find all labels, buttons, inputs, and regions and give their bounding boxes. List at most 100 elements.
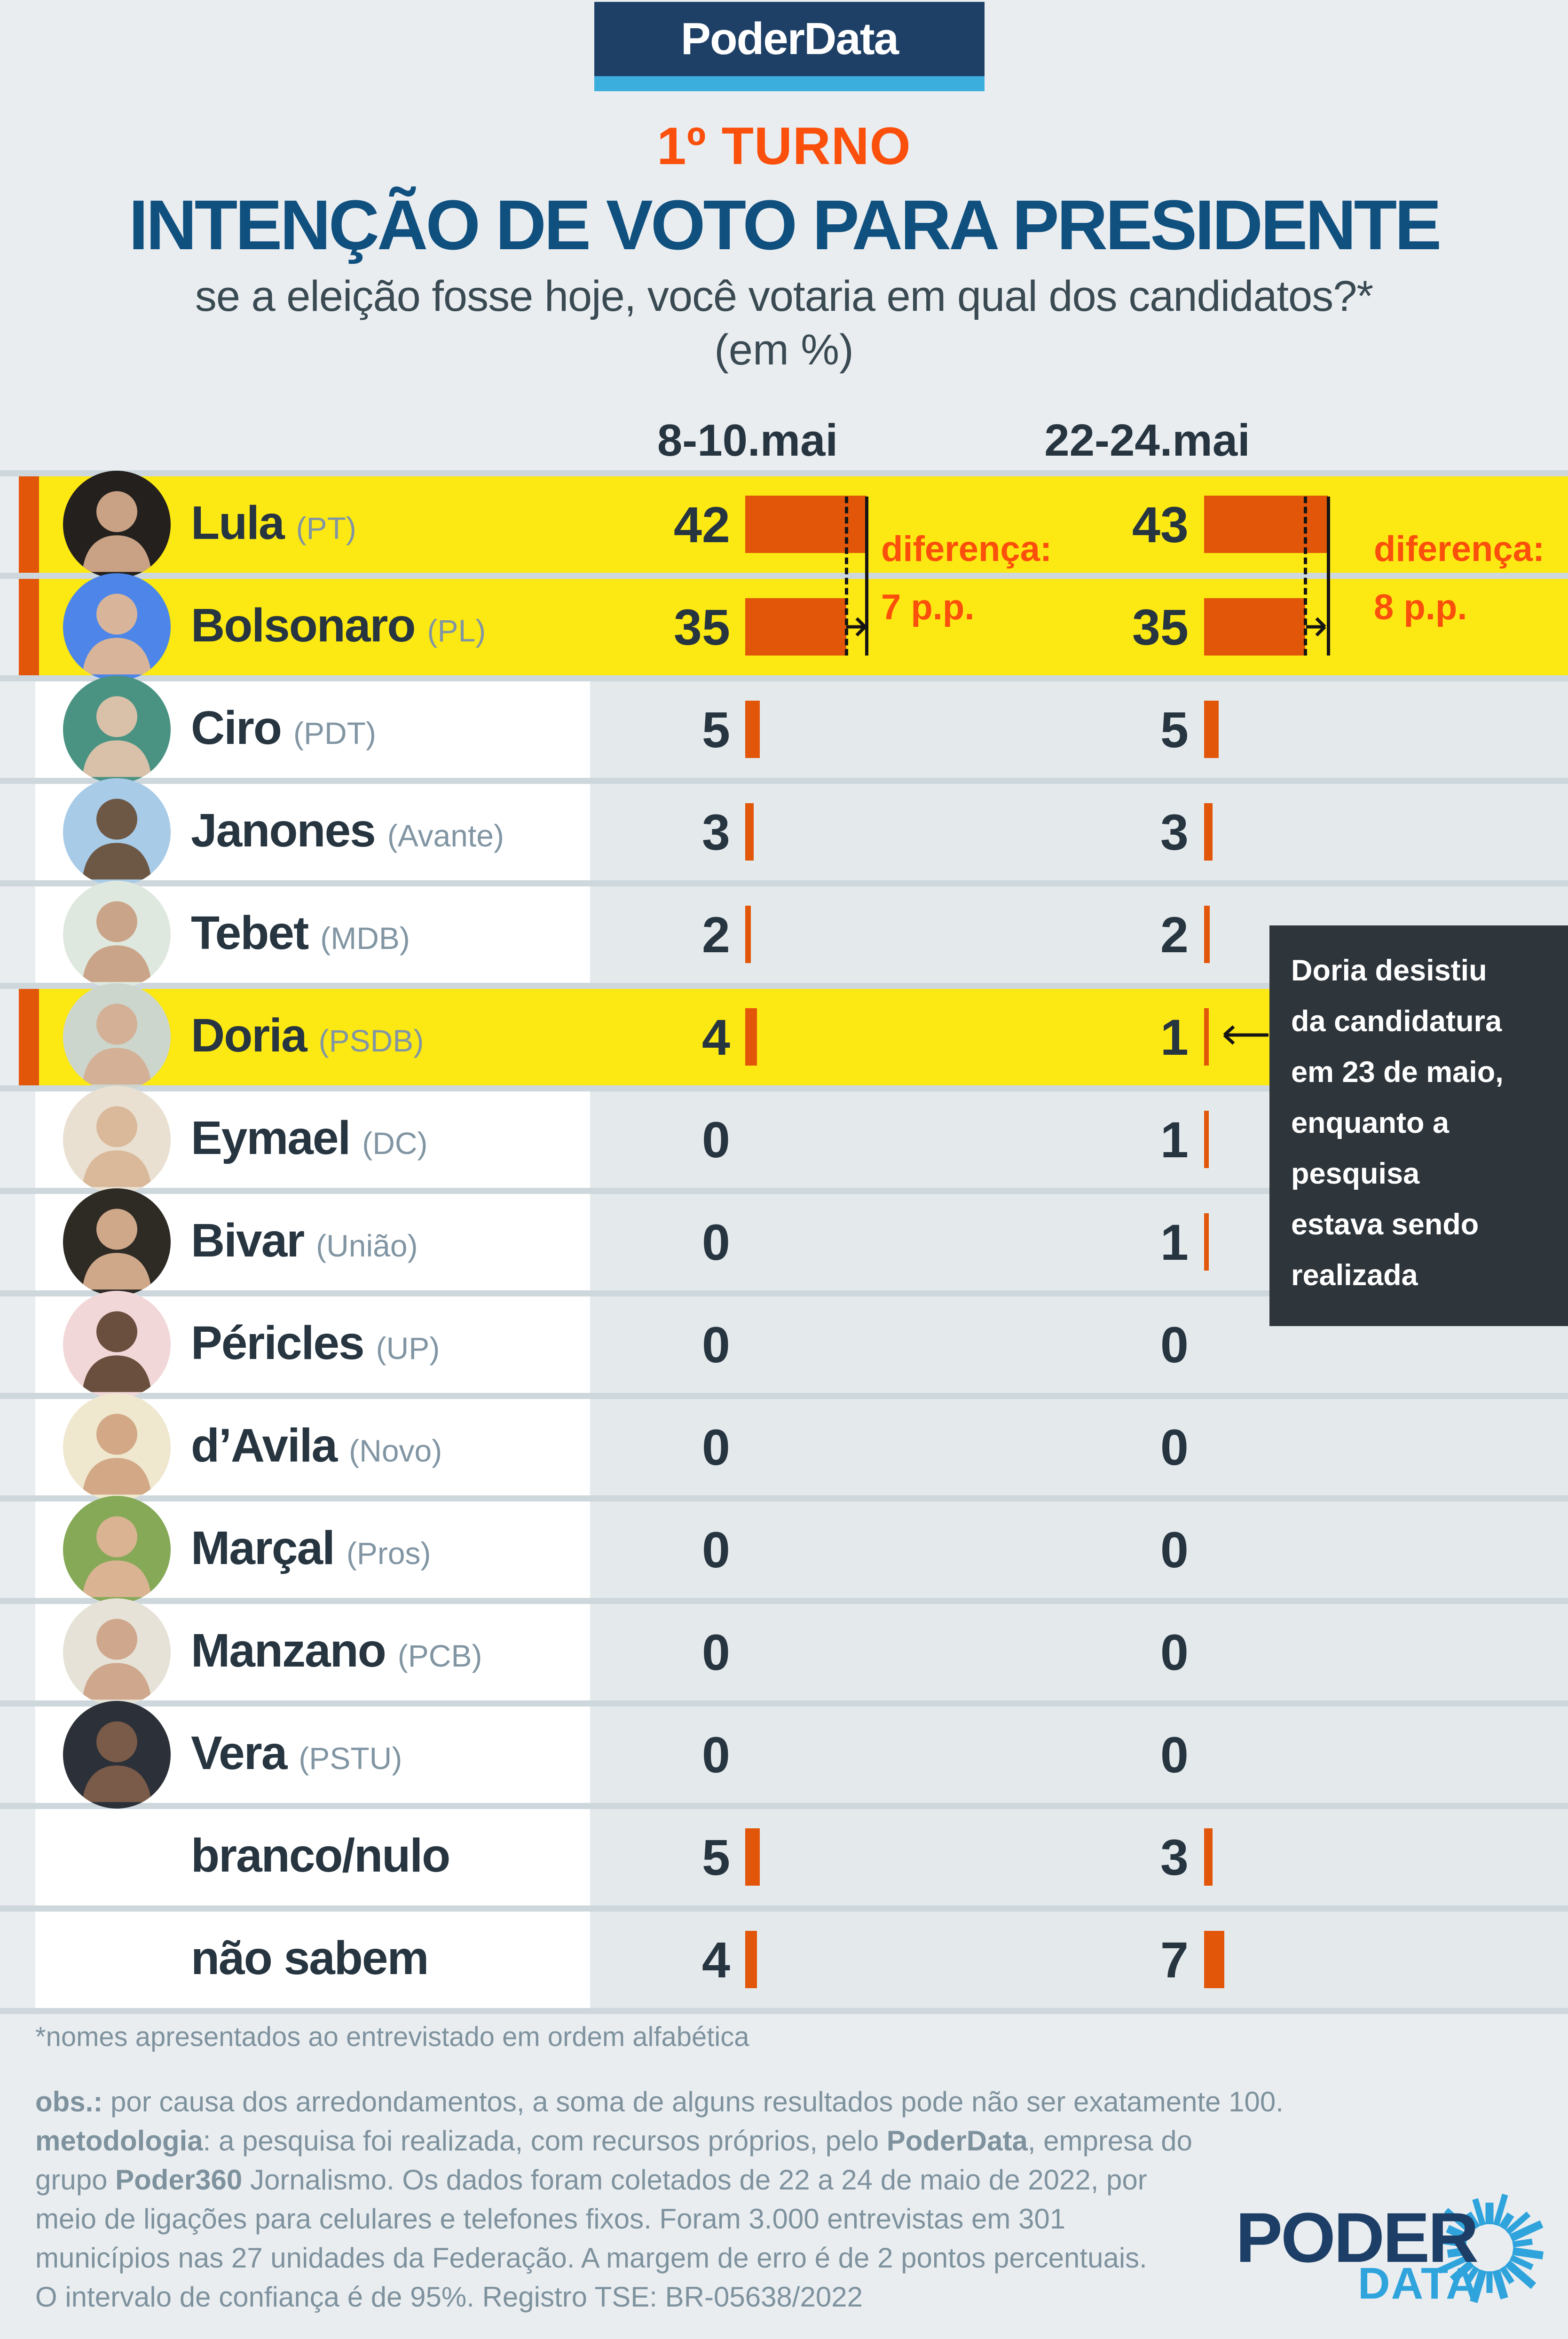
candidate-name: Ciro bbox=[191, 701, 282, 754]
poderdata-badge: PoderData bbox=[594, 2, 985, 76]
diff-value-wave2: 8 p.p. bbox=[1374, 587, 1467, 627]
arrow-right-icon bbox=[846, 617, 867, 637]
diff-dashed-line-wave2 bbox=[1304, 497, 1307, 656]
value-wave2: 5 bbox=[1160, 701, 1189, 758]
person-silhouette-icon bbox=[63, 1188, 171, 1296]
candidate-photo bbox=[63, 676, 171, 783]
candidate-photo bbox=[63, 1393, 171, 1501]
row-divider bbox=[0, 1598, 1568, 1604]
note-line: metodologia: a pesquisa foi realizada, c… bbox=[35, 2125, 1193, 2157]
candidate-name: d’Avila bbox=[191, 1419, 338, 1472]
row-divider bbox=[0, 675, 1568, 681]
bar-wave2 bbox=[1204, 1213, 1209, 1271]
row-value-band bbox=[590, 1501, 1568, 1598]
value-wave2: 43 bbox=[1132, 496, 1189, 553]
candidate-label: Vera (PSTU) bbox=[191, 1726, 402, 1780]
bar-wave1 bbox=[745, 1008, 757, 1066]
candidate-party: (UP) bbox=[376, 1330, 440, 1366]
value-wave1: 0 bbox=[701, 1726, 730, 1783]
diff-value-wave1: 7 p.p. bbox=[881, 587, 975, 627]
highlight-strip bbox=[19, 989, 39, 1085]
row-value-band bbox=[590, 1604, 1568, 1700]
candidate-label: d’Avila (Novo) bbox=[191, 1419, 442, 1473]
row-divider bbox=[0, 2008, 1568, 2014]
value-wave2: 0 bbox=[1160, 1521, 1189, 1578]
value-wave1: 0 bbox=[701, 1419, 730, 1476]
diff-solid-line-wave1 bbox=[865, 497, 868, 656]
table-row: Péricles (UP) 0 0 bbox=[0, 1291, 1568, 1399]
candidate-label: Janones (Avante) bbox=[191, 804, 504, 858]
candidate-name: Vera bbox=[191, 1726, 287, 1779]
candidate-name: Péricles bbox=[191, 1316, 365, 1369]
row-divider bbox=[0, 1393, 1568, 1399]
candidate-photo bbox=[63, 983, 171, 1091]
table-row: Vera (PSTU) 0 0 bbox=[0, 1701, 1568, 1809]
row-divider bbox=[0, 573, 1568, 579]
note-line: O intervalo de confiança é de 95%. Regis… bbox=[35, 2281, 863, 2313]
person-silhouette-icon bbox=[63, 573, 171, 681]
candidate-name: Bivar bbox=[191, 1214, 305, 1267]
value-wave1: 4 bbox=[701, 1009, 730, 1066]
value-wave2: 7 bbox=[1160, 1931, 1189, 1988]
doria-annotation-line: estava sendo bbox=[1291, 1208, 1479, 1241]
candidate-party: (DC) bbox=[362, 1125, 428, 1161]
row-divider bbox=[0, 1085, 1568, 1091]
row-divider bbox=[0, 1700, 1568, 1707]
bar-wave2 bbox=[1204, 496, 1328, 553]
table-row: Bolsonaro (PL) 35 35 bbox=[0, 573, 1568, 681]
person-silhouette-icon bbox=[63, 983, 171, 1091]
row-divider bbox=[0, 1290, 1568, 1296]
row-divider bbox=[0, 1905, 1568, 1912]
row-divider bbox=[0, 1803, 1568, 1809]
candidate-photo bbox=[63, 1086, 171, 1193]
person-silhouette-icon bbox=[63, 778, 171, 886]
candidate-party: (PL) bbox=[427, 613, 486, 648]
value-wave2: 0 bbox=[1160, 1316, 1189, 1373]
bar-wave2 bbox=[1204, 906, 1210, 963]
value-wave2: 3 bbox=[1160, 1829, 1189, 1886]
candidate-photo bbox=[63, 471, 171, 578]
candidate-party: (MDB) bbox=[320, 920, 410, 956]
candidate-label: Bolsonaro (PL) bbox=[191, 599, 486, 653]
doria-annotation-line: realizada bbox=[1291, 1259, 1418, 1292]
value-wave1: 0 bbox=[701, 1214, 730, 1271]
candidate-label: Marçal (Pros) bbox=[191, 1521, 431, 1575]
diff-solid-line-wave2 bbox=[1327, 497, 1330, 656]
candidate-name: Bolsonaro bbox=[191, 599, 416, 652]
candidate-label: Lula (PT) bbox=[191, 496, 356, 550]
person-silhouette-icon bbox=[63, 471, 171, 578]
bar-wave2 bbox=[1204, 1931, 1224, 1988]
bar-wave1 bbox=[745, 598, 846, 656]
candidate-photo bbox=[63, 1496, 171, 1604]
candidate-label: Tebet (MDB) bbox=[191, 906, 410, 960]
candidate-party: (PCB) bbox=[397, 1638, 482, 1673]
column-header-wave1: 8-10.mai bbox=[657, 415, 838, 466]
bar-wave1 bbox=[745, 1828, 760, 1886]
candidate-name: não sabem bbox=[191, 1931, 429, 1984]
bar-wave1 bbox=[745, 906, 751, 963]
value-wave1: 0 bbox=[701, 1316, 730, 1373]
person-silhouette-icon bbox=[63, 676, 171, 783]
column-header-wave2: 22-24.mai bbox=[1044, 415, 1250, 466]
value-wave2: 1 bbox=[1160, 1009, 1189, 1066]
bar-wave1 bbox=[745, 496, 867, 553]
doria-annotation-line: da candidatura bbox=[1291, 1005, 1502, 1038]
poll-table: Lula (PT) 42 43 Bolsonaro (PL) 35 35 bbox=[0, 470, 1568, 2014]
table-row: Manzano (PCB) 0 0 bbox=[0, 1598, 1568, 1706]
candidate-name: Tebet bbox=[191, 906, 309, 959]
value-wave2: 1 bbox=[1160, 1214, 1189, 1271]
value-wave1: 42 bbox=[673, 496, 730, 553]
value-wave2: 3 bbox=[1160, 804, 1189, 861]
note-line: grupo Poder360 Jornalismo. Os dados fora… bbox=[35, 2164, 1147, 2196]
person-silhouette-icon bbox=[63, 1086, 171, 1193]
candidate-name: Manzano bbox=[191, 1624, 386, 1677]
bar-wave1 bbox=[745, 1931, 757, 1988]
value-wave2: 0 bbox=[1160, 1419, 1189, 1476]
bar-wave2 bbox=[1204, 1008, 1209, 1066]
candidate-party: (PSDB) bbox=[318, 1023, 424, 1058]
value-wave1: 0 bbox=[701, 1521, 730, 1578]
poder360-logo-word-data: DATA bbox=[1358, 2259, 1479, 2308]
value-wave2: 2 bbox=[1160, 906, 1189, 963]
person-silhouette-icon bbox=[63, 881, 171, 988]
table-row: não sabem 4 7 bbox=[0, 1912, 1568, 2008]
